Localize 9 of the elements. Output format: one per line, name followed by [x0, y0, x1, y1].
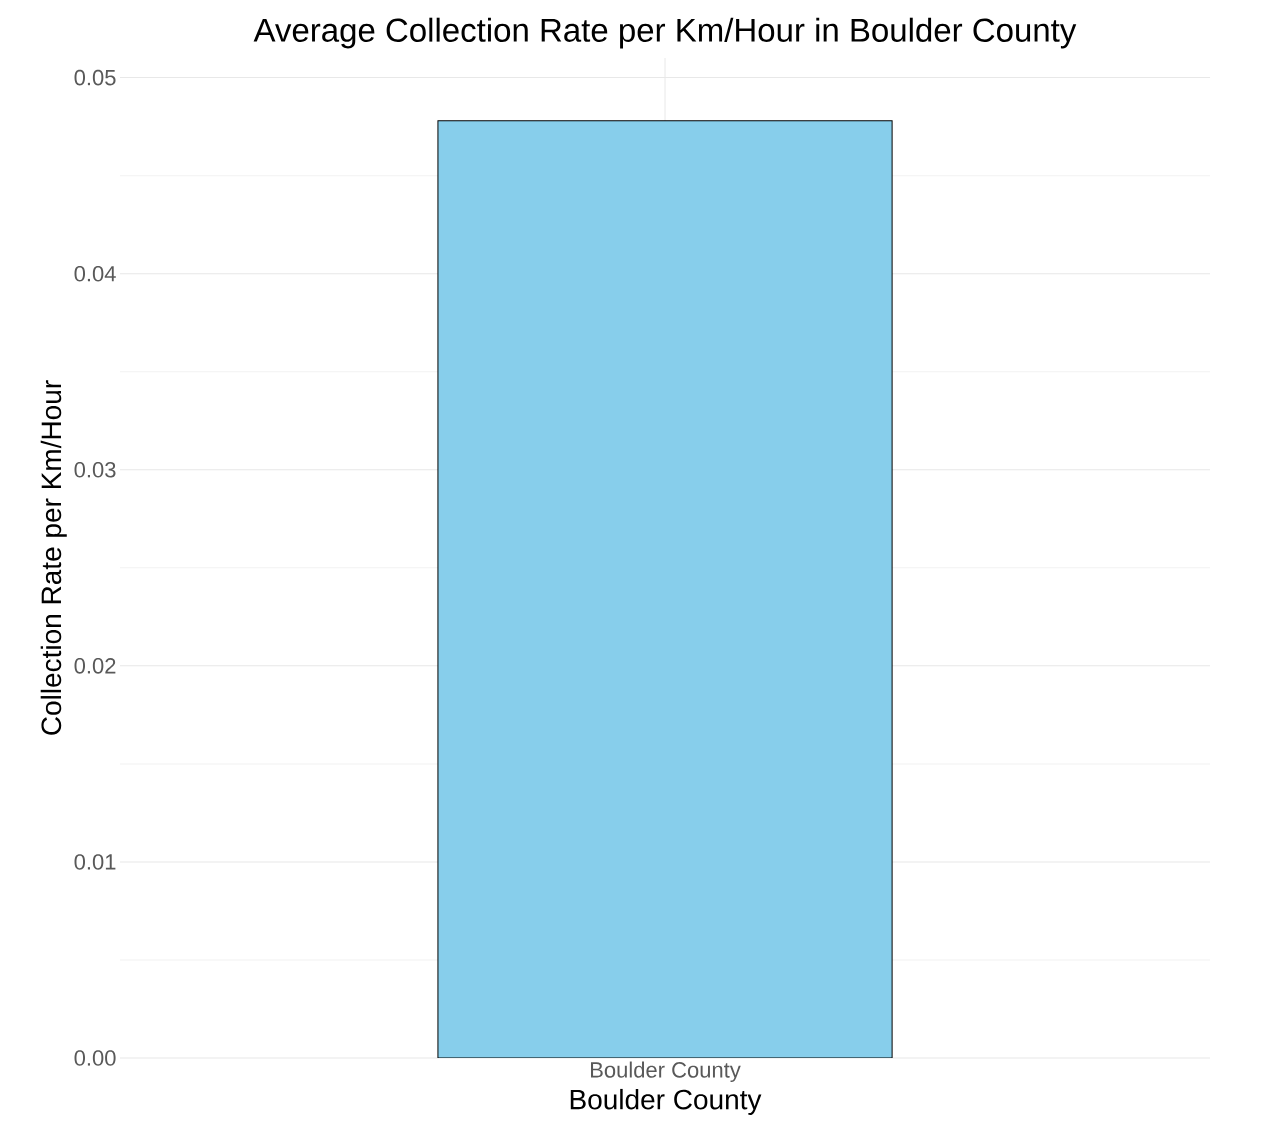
y-tick-label: 0.05	[74, 69, 116, 86]
y-tick-label: 0.04	[74, 265, 116, 282]
y-tick-label: 0.01	[74, 854, 116, 870]
y-axis-title: Collection Rate per Km/Hour	[40, 380, 67, 735]
y-tick-label: 0.02	[74, 658, 116, 674]
y-tick-label: 0.03	[74, 461, 116, 478]
x-axis-title: Boulder County	[570, 1088, 762, 1115]
chart-title: Average Collection Rate per Km/Hour in Boulder County	[253, 17, 1077, 49]
y-tick-label: 0.00	[74, 1050, 116, 1066]
